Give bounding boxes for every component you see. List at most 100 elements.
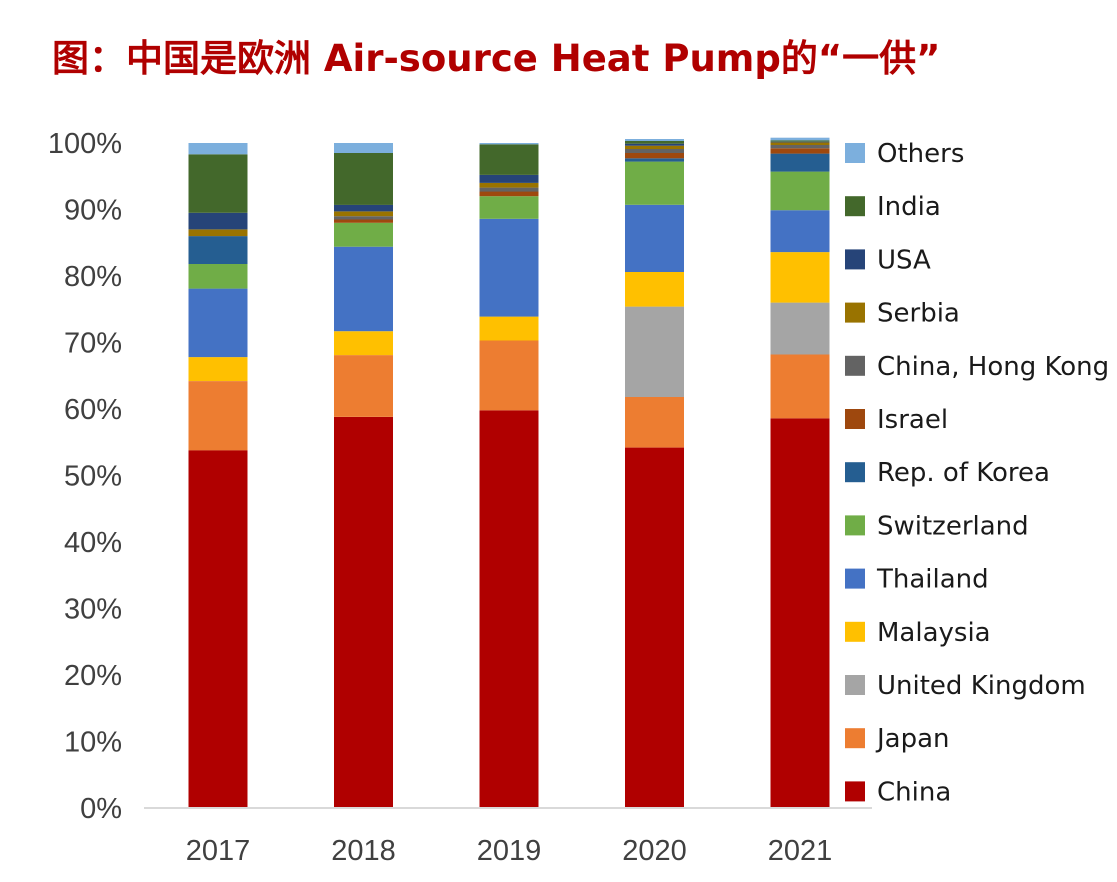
bar-segment xyxy=(479,144,539,175)
legend-swatch xyxy=(845,621,865,642)
bar-segment xyxy=(770,145,830,149)
y-tick-label: 90% xyxy=(64,195,122,227)
legend-label: Malaysia xyxy=(877,618,991,648)
y-tick-label: 20% xyxy=(64,660,122,692)
legend: Others India USA Serbia China, Hong Kong Isra… xyxy=(845,139,1109,807)
legend-label: United Kingdom xyxy=(877,671,1086,701)
bar-segment xyxy=(334,216,393,220)
bar-segment xyxy=(334,355,393,417)
bar-segment xyxy=(770,140,830,142)
legend-swatch xyxy=(845,249,865,270)
x-tick-label: 2020 xyxy=(622,835,687,867)
bar-segment xyxy=(188,357,248,381)
bar-segment xyxy=(188,288,248,358)
bar-segment xyxy=(625,306,684,397)
bar-segment xyxy=(188,450,248,808)
bar-segment xyxy=(770,252,830,303)
bar-segment xyxy=(188,154,248,213)
x-tick-label: 2021 xyxy=(768,835,833,867)
bar-segment xyxy=(334,211,393,217)
legend-label: Serbia xyxy=(877,299,960,329)
bar-segment xyxy=(479,218,539,317)
bar-segment xyxy=(770,210,830,253)
bar-segment xyxy=(770,302,830,355)
bar-segment xyxy=(479,316,539,341)
bar-segment xyxy=(770,141,830,143)
legend-swatch xyxy=(845,675,865,695)
bar-segment xyxy=(770,142,830,145)
bar-segment xyxy=(334,143,393,153)
bar-segment xyxy=(625,145,684,149)
y-tick-label: 60% xyxy=(64,394,122,426)
bar-segment xyxy=(625,143,684,146)
bar-segment xyxy=(479,143,539,145)
y-tick-label: 50% xyxy=(64,461,122,493)
bar-segment xyxy=(625,204,684,272)
legend-swatch xyxy=(845,302,865,323)
bar-segment xyxy=(625,149,684,153)
bar-segment xyxy=(625,447,684,808)
legend-label: Switzerland xyxy=(877,511,1029,541)
bar-segment xyxy=(625,158,684,162)
bar-segment xyxy=(188,381,248,451)
legend-swatch xyxy=(845,568,865,589)
bar-segment xyxy=(625,141,684,144)
bar-segment xyxy=(625,397,684,448)
bar-segment xyxy=(625,161,684,205)
legend-label: Japan xyxy=(875,724,950,754)
bar-segment xyxy=(770,137,830,141)
x-tick-label: 2018 xyxy=(331,835,396,867)
x-tick-label: 2017 xyxy=(186,835,251,867)
bar-segment xyxy=(479,196,539,219)
y-tick-label: 40% xyxy=(64,527,122,559)
y-tick-label: 0% xyxy=(80,793,122,825)
bar-segment xyxy=(770,171,830,211)
legend-label: China xyxy=(877,777,951,807)
bar-segment xyxy=(770,148,830,154)
bar-segment xyxy=(479,174,539,183)
bars-group xyxy=(188,137,830,808)
legend-label: India xyxy=(877,192,941,222)
y-axis-ticks: 0% 10% 20% 30% 40% 50% 60% 70% 80% 90% 100% xyxy=(48,128,122,825)
legend-swatch xyxy=(845,728,865,749)
bar-segment xyxy=(479,340,539,411)
legend-label: Rep. of Korea xyxy=(877,458,1050,488)
y-tick-label: 10% xyxy=(64,727,122,759)
bar-segment xyxy=(334,153,393,205)
legend-swatch xyxy=(845,409,865,429)
bar-segment xyxy=(479,187,539,192)
bar-segment xyxy=(188,143,248,155)
bar-segment xyxy=(334,204,393,212)
bar-segment xyxy=(188,229,248,237)
y-tick-label: 30% xyxy=(64,594,122,626)
y-tick-label: 70% xyxy=(64,328,122,360)
bar-segment xyxy=(479,182,539,188)
legend-swatch xyxy=(845,143,865,163)
legend-swatch xyxy=(845,196,865,217)
bar-segment xyxy=(479,191,539,197)
legend-label: Thailand xyxy=(876,565,989,595)
bar-segment xyxy=(188,236,248,264)
bar-segment xyxy=(625,139,684,141)
bar-segment xyxy=(770,354,830,419)
bar-segment xyxy=(334,331,393,356)
legend-swatch xyxy=(845,462,865,483)
bar-segment xyxy=(479,410,539,808)
legend-label: Israel xyxy=(877,405,948,435)
bar-segment xyxy=(334,222,393,247)
legend-swatch xyxy=(845,355,865,376)
bar-segment xyxy=(770,418,830,808)
y-tick-label: 80% xyxy=(64,261,122,293)
legend-label: USA xyxy=(877,245,931,275)
bar-segment xyxy=(334,219,393,223)
bar-segment xyxy=(188,264,248,289)
y-tick-label: 100% xyxy=(48,128,122,160)
bar-segment xyxy=(334,246,393,332)
bar-segment xyxy=(625,153,684,159)
legend-label: China, Hong Kong xyxy=(877,352,1109,382)
bar-segment xyxy=(770,153,830,172)
legend-label: Others xyxy=(877,139,964,169)
bar-segment xyxy=(188,212,248,230)
legend-swatch xyxy=(845,515,865,536)
